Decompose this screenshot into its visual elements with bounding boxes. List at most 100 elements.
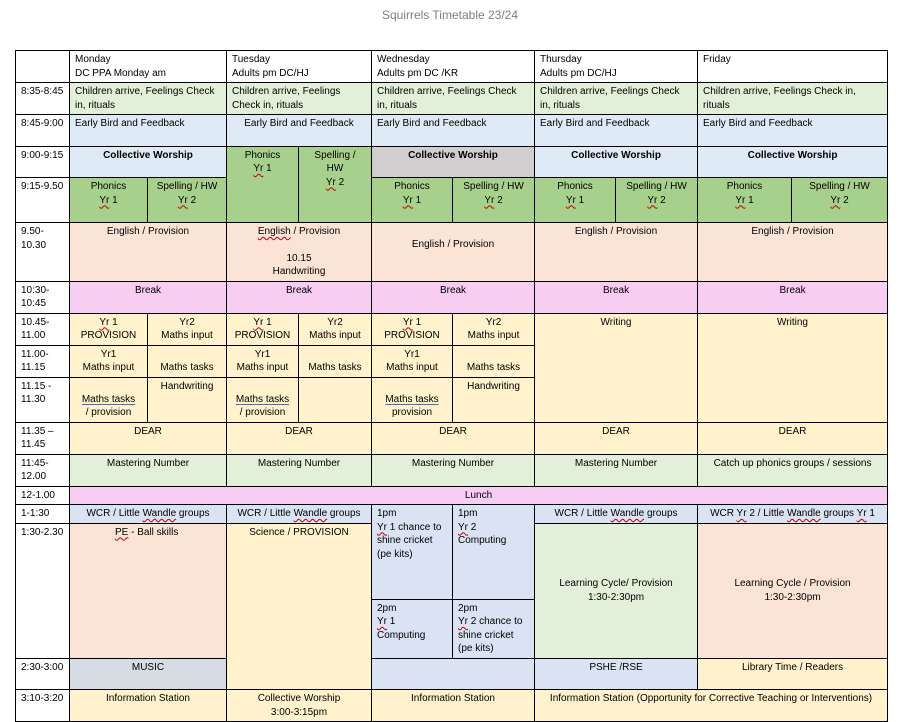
cell-english: English / Provision — [69, 222, 227, 282]
cell-early-bird: Early Bird and Feedback — [226, 114, 372, 147]
cell-english-handwriting: English / Provision 10.15 Handwriting — [226, 222, 372, 282]
cell-break: Break — [69, 280, 227, 314]
cell-dear: DEAR — [534, 421, 699, 455]
cell-wcr-yr2: WCR Yr 2 / Little Wandle groups Yr 1 — [697, 504, 889, 524]
timetable: Monday DC PPA Monday am Tuesday Adults p… — [15, 50, 889, 722]
time-cell: 8:35-8:45 — [15, 82, 70, 115]
cell-wed-1pm-yr2: 1pm Yr 2 Computing — [451, 504, 536, 600]
cell-maths-tasks: Maths tasks — [298, 344, 372, 378]
cell-arrive: Children arrive, Feelings Check in, ritu… — [370, 82, 536, 115]
time-cell: 3:10-3:20 — [15, 689, 70, 722]
cell-dear: DEAR — [370, 421, 536, 455]
time-cell: 1-1:30 — [15, 504, 70, 524]
row-0950: 9.50-10.30 English / Provision English /… — [15, 222, 889, 282]
row-1510: 3:10-3:20 Information Station Collective… — [15, 689, 889, 722]
cell-mastering: Mastering Number — [69, 453, 227, 487]
cell-yr1-maths-input: Yr1 Maths input — [69, 344, 148, 378]
time-cell: 1:30-2.30 — [15, 522, 70, 659]
cell-maths-tasks: Maths tasks — [451, 344, 536, 378]
cell-break: Break — [534, 280, 699, 314]
cell-mastering: Mastering Number — [370, 453, 536, 487]
cell-yr1-provision: Yr 1 PROVISION — [69, 312, 148, 346]
page-title: Squirrels Timetable 23/24 — [381, 8, 519, 22]
cell-phonics-yr1: Phonics Yr 1 — [226, 145, 299, 223]
cell-break: Break — [697, 280, 889, 314]
cell-catch-up: Catch up phonics groups / sessions — [697, 453, 889, 487]
cell-arrive: Children arrive, Feelings Check in, ritu… — [697, 82, 889, 115]
time-cell: 8:45-9:00 — [15, 114, 70, 147]
header-wednesday: Wednesday Adults pm DC /KR — [370, 50, 536, 83]
cell-maths-tasks-provision: Maths tasks / provision — [69, 376, 148, 423]
time-cell: 9.50-10.30 — [15, 222, 70, 282]
cell-writing: Writing — [697, 312, 889, 423]
cell-wcr: WCR / Little Wandle groups — [69, 504, 227, 524]
cell-spelling-yr2: Spelling / HW Yr 2 — [298, 145, 372, 223]
cell-spelling-yr2: Spelling / HW Yr 2 — [791, 177, 889, 223]
cell-yr1-provision: Yr 1 PROVISION — [226, 312, 299, 346]
cell-mastering: Mastering Number — [534, 453, 699, 487]
cell-phonics-yr1: Phonics Yr 1 — [69, 177, 148, 223]
cell-writing: Writing — [534, 312, 699, 423]
row-0845: 8:45-9:00 Early Bird and Feedback Early … — [15, 114, 889, 147]
cell-music: MUSIC — [69, 657, 227, 690]
cell-handwriting: Handwriting — [451, 376, 536, 423]
header-tuesday: Tuesday Adults pm DC/HJ — [226, 50, 372, 83]
cell-info-intervention: Information Station (Opportunity for Cor… — [534, 689, 889, 722]
time-cell: 11.15 - 11.30 — [15, 376, 70, 423]
cell-pshe: PSHE /RSE — [534, 657, 699, 690]
row-1045: 10.45-11.00 Yr 1 PROVISION Yr2 Maths input… — [15, 312, 889, 423]
cell-worship: Collective Worship — [534, 145, 699, 178]
cell-phonics-yr1: Phonics Yr 1 — [534, 177, 617, 223]
row-1030: 10:30-10:45 Break Break Break Break Brea… — [15, 280, 889, 314]
cell-yr1-provision: Yr 1 PROVISION — [371, 312, 453, 346]
cell-mastering: Mastering Number — [226, 453, 372, 487]
row-1200: 12-1.00 Lunch — [15, 485, 889, 505]
cell-dear: DEAR — [226, 421, 372, 455]
header-monday: Monday DC PPA Monday am — [69, 50, 227, 83]
time-cell: 10.45-11.00 — [15, 312, 70, 346]
cell-maths-tasks: Maths tasks — [147, 344, 227, 378]
row-0900: 9:00-9:15 Collective Worship Phonics Yr … — [15, 145, 889, 223]
cell-wcr: WCR / Little Wandle groups — [534, 504, 699, 524]
row-1145: 11:45-12.00 Mastering Number Mastering N… — [15, 453, 889, 487]
header-row: Monday DC PPA Monday am Tuesday Adults p… — [15, 50, 889, 83]
row-1300: 1-1:30 WCR / Little Wandle groups WCR / … — [15, 504, 889, 600]
cell-info: Information Station — [370, 689, 536, 722]
time-cell: 10:30-10:45 — [15, 280, 70, 314]
cell-spelling-yr2: Spelling / HW Yr 2 — [615, 177, 699, 223]
cell-early-bird: Early Bird and Feedback — [69, 114, 227, 147]
cell-worship-pm: Collective Worship 3:00-3:15pm — [226, 689, 372, 722]
cell-handwriting: Handwriting — [147, 376, 227, 423]
cell-break: Break — [226, 280, 372, 314]
cell-wed-2pm-yr1: 2pm Yr 1 Computing — [371, 598, 453, 659]
row-1100: 11.00-11.15 Yr1 Maths input Maths tasks Y… — [15, 344, 888, 378]
cell-english: English / Provision — [697, 222, 889, 282]
cell-spelling-yr2: Spelling / HW Yr 2 — [451, 177, 536, 223]
header-friday: Friday — [697, 50, 889, 83]
cell-arrive: Children arrive, Feelings Check in, ritu… — [69, 82, 227, 115]
row-0835: 8:35-8:45 Children arrive, Feelings Chec… — [15, 82, 889, 115]
cell-english: English / Provision — [370, 222, 536, 282]
cell-arrive: Children arrive, Feelings Check in, ritu… — [534, 82, 699, 115]
cell-empty — [370, 657, 536, 690]
cell-lunch: Lunch — [68, 485, 889, 505]
cell-worship: Collective Worship — [69, 145, 227, 178]
cell-library: Library Time / Readers — [697, 657, 889, 690]
cell-learning-fri: Learning Cycle / Provision 1:30-2:30pm — [697, 522, 889, 659]
cell-wcr: WCR / Little Wandle groups — [226, 504, 372, 524]
header-thursday: Thursday Adults pm DC/HJ — [534, 50, 699, 83]
row-1135: 11.35 – 11.45 DEAR DEAR DEAR DEAR DEAR — [15, 421, 889, 455]
cell-early-bird: Early Bird and Feedback — [534, 114, 699, 147]
cell-empty — [298, 376, 372, 423]
time-cell: 9:00-9:15 — [15, 145, 70, 178]
cell-wed-1pm-yr1: 1pm Yr 1 chance to shine cricket (pe kit… — [371, 504, 453, 600]
time-cell: 12-1.00 — [15, 485, 70, 505]
cell-maths-tasks-provision: Maths tasks / provision — [226, 376, 299, 423]
cell-early-bird: Early Bird and Feedback — [370, 114, 536, 147]
cell-english: English / Provision — [534, 222, 699, 282]
cell-early-bird: Early Bird and Feedback — [697, 114, 889, 147]
time-cell: 9:15-9.50 — [15, 177, 70, 223]
row-0915: 9:15-9.50 Phonics Yr 1 Spelling / HW Yr 2 … — [15, 177, 889, 223]
cell-worship: Collective Worship — [370, 145, 536, 178]
time-cell: 11.35 – 11.45 — [15, 421, 70, 455]
